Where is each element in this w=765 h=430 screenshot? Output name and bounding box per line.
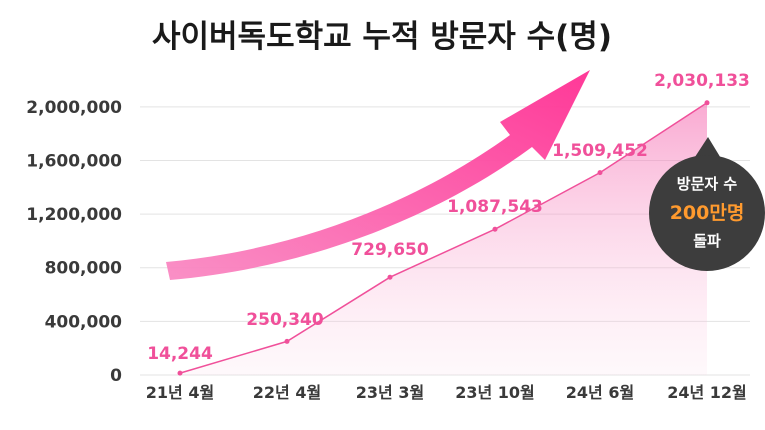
data-label: 729,650 — [351, 240, 429, 260]
series-line — [179, 102, 708, 374]
growth-arrow-layer — [166, 70, 590, 280]
milestone-badge: 방문자 수 200만명 돌파 — [649, 137, 765, 271]
y-tick-label: 1,600,000 — [26, 151, 122, 171]
y-tick-label: 400,000 — [45, 312, 123, 332]
x-tick-label: 21년 4월 — [146, 383, 214, 402]
chart-title: 사이버독도학교 누적 방문자 수(명) — [152, 19, 612, 55]
badge-line2: 200만명 — [670, 202, 745, 224]
data-label: 250,340 — [246, 310, 324, 330]
data-point — [284, 338, 290, 344]
badge-pointer — [693, 137, 722, 160]
data-point — [597, 170, 603, 176]
x-tick-label: 23년 3월 — [356, 383, 424, 402]
area-fill-layer — [180, 102, 707, 376]
x-tick-label: 24년 12월 — [667, 383, 747, 402]
data-point — [387, 274, 393, 280]
data-label: 1,509,452 — [552, 141, 648, 161]
data-point — [492, 226, 498, 232]
y-tick-label: 800,000 — [45, 259, 123, 279]
series-area — [180, 102, 707, 376]
data-label: 2,030,133 — [654, 71, 750, 91]
badge-line1: 방문자 수 — [677, 175, 738, 193]
data-point — [704, 100, 710, 106]
y-tick-label: 1,200,000 — [26, 205, 122, 225]
x-tick-label: 24년 6월 — [566, 383, 634, 402]
y-tick-label: 2,000,000 — [26, 98, 122, 118]
x-axis-ticks: 21년 4월 22년 4월 23년 3월 23년 10월 24년 6월 24년 12월 — [146, 383, 747, 402]
x-tick-label: 22년 4월 — [253, 383, 321, 402]
data-point — [177, 370, 183, 376]
data-label: 14,244 — [147, 344, 213, 364]
y-axis-ticks: 0 400,000 800,000 1,200,000 1,600,000 2,000,0… — [26, 98, 122, 386]
data-points — [177, 100, 710, 376]
y-tick-label: 0 — [110, 366, 122, 386]
badge-line3: 돌파 — [693, 232, 721, 250]
badge-circle — [649, 155, 765, 271]
series-line-layer — [179, 102, 708, 374]
data-labels: 14,244 250,340 729,650 1,087,543 1,509,452 2,… — [147, 71, 750, 364]
growth-arrow — [166, 70, 590, 280]
data-label: 1,087,543 — [447, 197, 543, 217]
x-tick-label: 23년 10월 — [455, 383, 535, 402]
